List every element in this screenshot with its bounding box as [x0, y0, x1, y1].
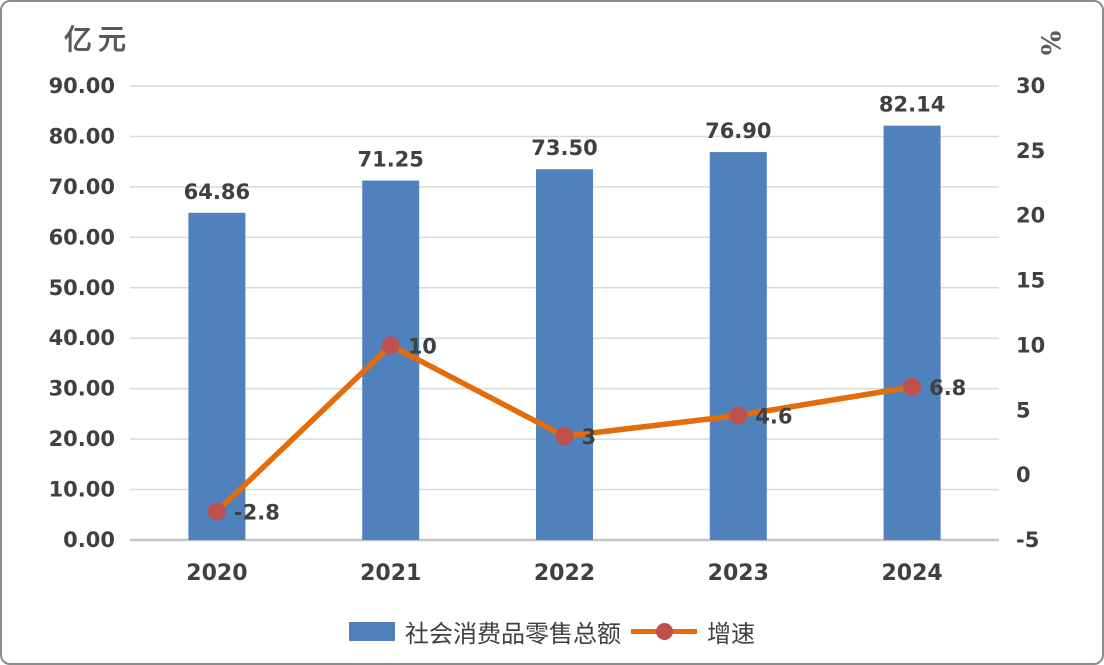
line-marker-2022: [555, 427, 574, 446]
line-marker-2023: [729, 406, 748, 425]
right-axis-tick: -5: [1016, 528, 1039, 552]
line-label: 6.8: [929, 376, 966, 400]
x-axis-label: 2021: [360, 561, 421, 586]
legend-bar-swatch: [349, 622, 395, 641]
legend: 社会消费品零售总额 增速: [2, 614, 1102, 649]
left-axis-tick: 0.00: [63, 528, 115, 552]
left-axis-tick: 10.00: [49, 478, 115, 502]
legend-bar-label: 社会消费品零售总额: [405, 620, 621, 648]
left-axis-tick: 40.00: [49, 326, 115, 350]
bar-2024: [883, 125, 941, 541]
left-axis-tick: 50.00: [49, 276, 115, 300]
right-axis-tick: 15: [1016, 269, 1045, 293]
bar-label: 82.14: [879, 93, 945, 117]
right-axis-tick: 5: [1016, 398, 1031, 422]
bar-2022: [536, 169, 593, 540]
right-axis-tick: 30: [1016, 74, 1045, 98]
x-axis-label: 2024: [881, 561, 942, 586]
right-axis-tick: 0: [1016, 463, 1031, 487]
bar-label: 71.25: [357, 148, 423, 172]
right-axis-title: %: [1034, 30, 1065, 56]
bar-2020: [188, 212, 246, 541]
right-axis-tick: 10: [1016, 333, 1045, 357]
left-axis-tick: 30.00: [49, 377, 115, 401]
left-axis-tick: 70.00: [49, 175, 115, 199]
x-axis-label: 2022: [534, 561, 595, 586]
right-axis-tick: 25: [1016, 139, 1045, 163]
line-label: 10: [408, 334, 437, 358]
line-label: -2.8: [234, 500, 280, 524]
bar-2021: [362, 180, 420, 541]
line-marker-2024: [903, 377, 922, 396]
bar-label: 64.86: [184, 180, 250, 204]
left-axis-title: 亿元: [64, 23, 133, 56]
bar-label: 76.90: [705, 119, 771, 143]
x-axis-label: 2020: [186, 561, 247, 586]
bar-label: 73.50: [531, 136, 597, 160]
x-axis-label: 2023: [708, 561, 769, 586]
left-axis-tick: 80.00: [49, 124, 115, 148]
bar-2023: [709, 152, 767, 541]
legend-line-label: 增速: [707, 620, 755, 648]
line-marker-2020: [207, 502, 226, 521]
left-axis-tick: 90.00: [49, 74, 115, 98]
line-marker-2021: [381, 336, 400, 355]
line-label: 3: [582, 425, 597, 449]
legend-line-marker: [656, 623, 673, 640]
left-axis-tick: 60.00: [49, 225, 115, 249]
right-axis-tick: 20: [1016, 204, 1045, 228]
line-label: 4.6: [755, 404, 792, 428]
left-axis-tick: 20.00: [49, 427, 115, 451]
legend-line-swatch: [631, 622, 697, 641]
